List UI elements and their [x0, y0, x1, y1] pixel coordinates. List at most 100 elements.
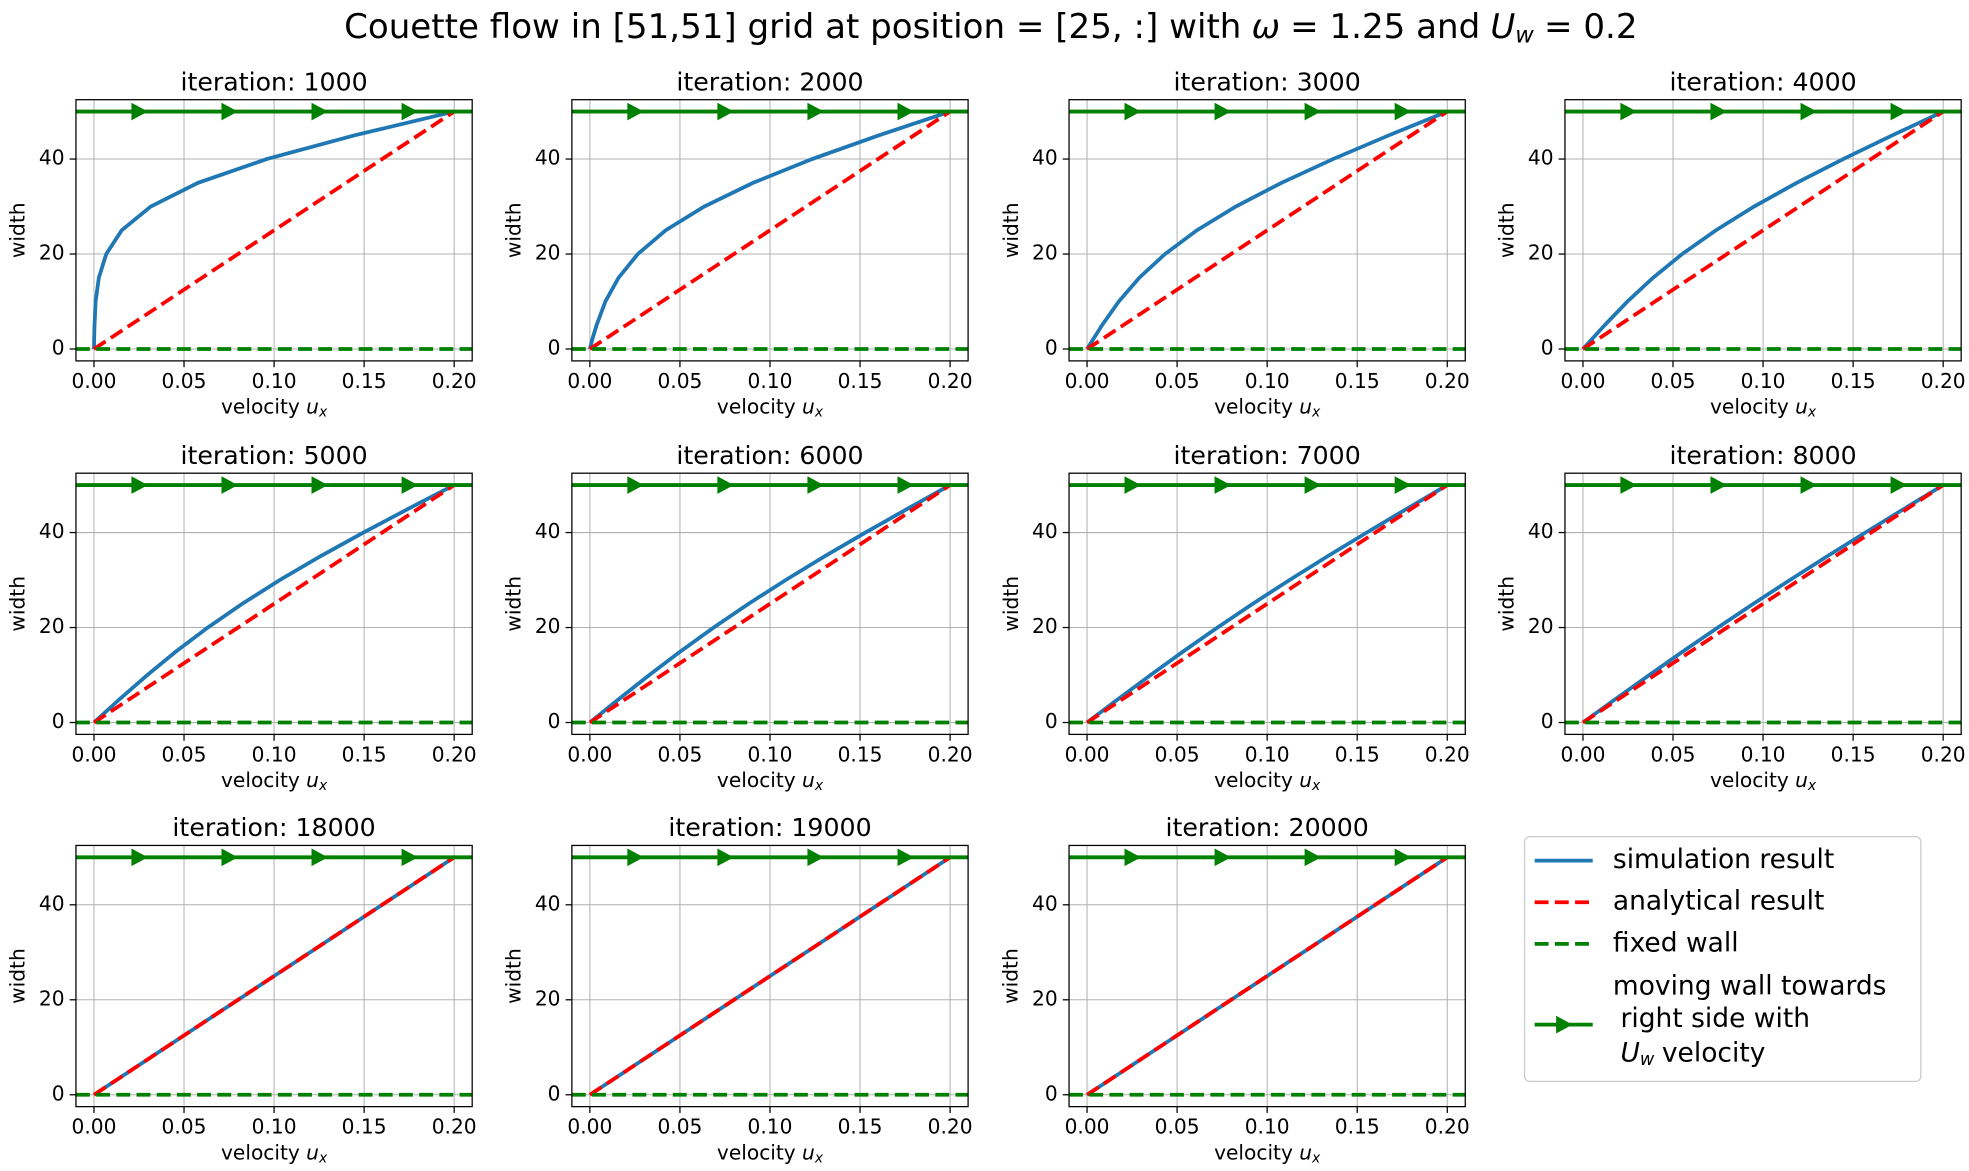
y-tick-label: 0 [1541, 336, 1554, 360]
x-label-part: x [318, 405, 328, 421]
x-tick-label: 0.20 [1921, 742, 1966, 766]
subplot: 0.00 0.05 0.10 0.15 0.20 0 20 40 iteration: 7000… [999, 441, 1470, 794]
x-tick-label: 0.10 [252, 369, 297, 393]
x-label-part: u [306, 768, 319, 792]
series-marker [311, 848, 328, 867]
series-marker [1304, 848, 1322, 867]
series-marker [1890, 102, 1907, 121]
x-tick-label: 0.05 [1651, 742, 1696, 766]
y-tick-label: 0 [548, 709, 561, 733]
series-marker [1394, 102, 1412, 121]
title-part: = 1.25 and [1290, 6, 1480, 46]
series-marker [401, 848, 418, 867]
axes-frame [1564, 99, 1962, 362]
series-line [1581, 483, 1945, 725]
x-tick-label: 0.00 [1065, 1115, 1110, 1139]
y-tick-label: 40 [1528, 146, 1554, 170]
axes-frame [1068, 472, 1466, 736]
y-tick-label: 40 [1032, 146, 1058, 170]
y-axis-label: width [502, 948, 526, 1004]
subplot: 0.00 0.05 0.10 0.15 0.20 0 20 40 iteration: 4000… [1495, 67, 1966, 420]
x-tick-label: 0.05 [162, 742, 207, 766]
x-tick-label: 0.15 [1831, 369, 1876, 393]
x-axis-label: velocity ux [221, 768, 328, 795]
series-line [92, 483, 456, 725]
series-marker [401, 102, 418, 121]
series-marker [897, 102, 914, 121]
x-tick-label: 0.20 [928, 1115, 973, 1139]
x-label-part: x [1311, 1150, 1321, 1166]
x-tick-label: 0.15 [342, 742, 387, 766]
legend-label: moving wall towards [1613, 970, 1887, 1001]
axes-frame [571, 472, 969, 736]
series-marker [1394, 476, 1412, 494]
series-marker [807, 476, 824, 494]
series-line [92, 483, 456, 724]
y-axis-label: width [6, 948, 30, 1004]
axes-frame [75, 99, 473, 362]
series-marker [717, 476, 734, 494]
series-marker [221, 102, 238, 121]
series-marker [897, 848, 914, 867]
x-label-part: velocity [221, 768, 300, 792]
x-tick-label: 0.05 [1651, 369, 1696, 393]
series-line [1085, 109, 1448, 351]
x-tick-label: 0.00 [72, 742, 117, 766]
series-marker [717, 848, 734, 867]
x-label-part: u [306, 394, 319, 418]
title-part: U [1490, 6, 1515, 46]
series-marker [627, 476, 644, 494]
x-label-part: u [802, 768, 815, 792]
x-label-part: x [814, 1150, 824, 1166]
legend-box [1523, 835, 1922, 1083]
x-label-part: velocity [1710, 394, 1789, 418]
y-tick-label: 40 [39, 146, 65, 170]
legend-marker [1556, 1015, 1573, 1034]
figure-title: Couette flow in [51,51] grid at position… [344, 6, 1637, 48]
y-tick-label: 0 [548, 336, 561, 360]
series-marker [1800, 102, 1817, 121]
x-tick-label: 0.00 [1065, 369, 1110, 393]
series-line [588, 109, 951, 350]
x-tick-label: 0.15 [1335, 1115, 1380, 1139]
x-label-part: velocity [221, 394, 300, 418]
x-tick-label: 0.15 [342, 1115, 387, 1139]
axes-frame [75, 844, 473, 1108]
x-label-part: velocity [1214, 768, 1293, 792]
series-marker [311, 102, 328, 121]
x-tick-label: 0.10 [1245, 369, 1290, 393]
y-axis-label: width [999, 576, 1023, 632]
subplot-title: iteration: 3000 [1174, 67, 1361, 96]
y-tick-label: 0 [1045, 336, 1058, 360]
x-tick-label: 0.05 [657, 1115, 702, 1139]
x-tick-label: 0.20 [928, 369, 973, 393]
x-tick-label: 0.10 [748, 369, 793, 393]
y-axis-label: width [6, 576, 30, 632]
series-line [92, 855, 456, 1097]
series-line [1086, 855, 1449, 1097]
x-tick-label: 0.10 [252, 1115, 297, 1139]
x-tick-label: 0.20 [1425, 742, 1470, 766]
x-tick-label: 0.20 [432, 1115, 477, 1139]
x-label-part: u [802, 394, 815, 418]
title-part: ω [1252, 6, 1281, 46]
series-line [1581, 109, 1944, 351]
x-tick-label: 0.15 [1831, 742, 1876, 766]
subplot-title: iteration: 6000 [676, 441, 863, 470]
x-axis-label: velocity ux [717, 394, 824, 421]
legend-label: Uw velocity [1620, 1037, 1765, 1070]
x-tick-label: 0.20 [1425, 1115, 1470, 1139]
subplot-title: iteration: 1000 [180, 67, 367, 96]
x-tick-label: 0.20 [928, 742, 973, 766]
x-axis-label: velocity ux [1214, 394, 1321, 421]
y-axis-label: width [6, 202, 30, 258]
axes-frame [571, 844, 969, 1108]
series-marker [627, 102, 644, 121]
series-line [588, 855, 952, 1097]
series-marker [1304, 102, 1322, 121]
y-tick-label: 20 [39, 986, 65, 1010]
series-marker [1800, 476, 1817, 494]
series-marker [1214, 102, 1231, 121]
x-tick-label: 0.10 [748, 742, 793, 766]
